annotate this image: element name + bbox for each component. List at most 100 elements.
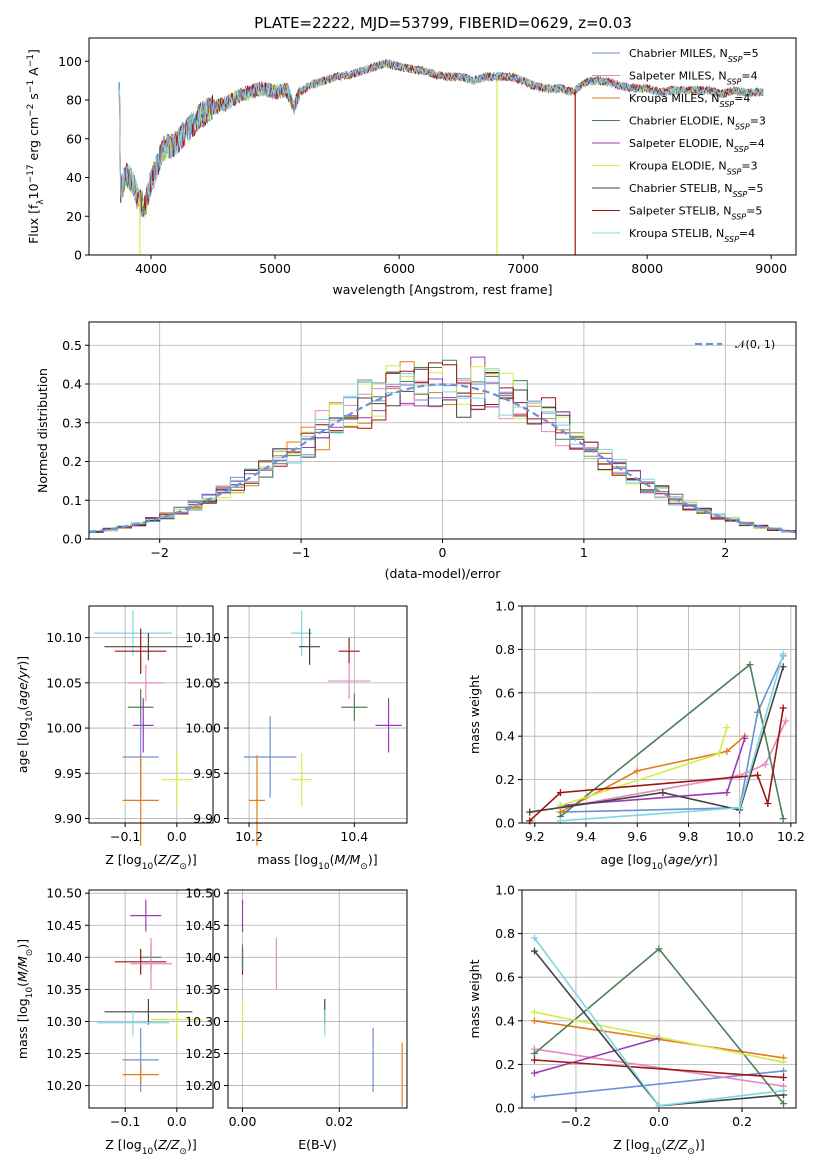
spectrum-ytick-label: 80 <box>66 93 82 108</box>
histogram-chabrier-elodie <box>89 359 796 533</box>
z-age-ytick-label: 9.95 <box>54 766 82 781</box>
histogram-ytick-label: 0.2 <box>62 454 82 469</box>
histogram-xtick-label: −1 <box>292 545 310 560</box>
spectrum-ylabel: Flux [fλ10−17 erg cm−2 s−1 A−1] <box>26 49 46 244</box>
mass-age-errorbar-salpeter-stelib <box>338 637 360 665</box>
spectrum-xtick-label: 5000 <box>259 261 291 276</box>
z-mass-xtick-label: 0.0 <box>167 1114 187 1129</box>
spectrum-line-salpeter-stelib <box>118 59 764 218</box>
ebv-mass-ytick-label: 10.30 <box>185 1014 221 1029</box>
ebv-mass-ytick-label: 10.25 <box>185 1046 221 1061</box>
spectrum-ytick-label: 100 <box>58 54 82 69</box>
histogram-xtick-label: 1 <box>580 545 588 560</box>
age-weight-marker <box>779 704 787 712</box>
age-weight-ytick-label: 0.8 <box>495 642 515 657</box>
spectrum-ytick-label: 0 <box>74 248 82 263</box>
z-weight-marker <box>780 1058 788 1066</box>
spectrum-title: PLATE=2222, MJD=53799, FIBERID=0629, z=0… <box>254 14 632 32</box>
spectrum-lines <box>118 59 764 255</box>
z-age-ylabel: age [log10(age/yr)] <box>15 656 35 773</box>
age-weight-marker <box>715 750 723 758</box>
histogram-xtick-label: 0 <box>439 545 447 560</box>
mass-age-errorbar-kroupa-elodie <box>291 752 313 807</box>
legend-label-kroupa-elodie: Kroupa ELODIE, NSSP=3 <box>629 160 758 177</box>
legend-label-chabrier-elodie: Chabrier ELODIE, NSSP=3 <box>629 115 766 132</box>
age-weight-ytick-label: 0.2 <box>495 772 515 787</box>
age-weight-marker <box>782 717 790 725</box>
age-weight-xtick-label: 10.0 <box>726 829 754 844</box>
z-age-ytick-label: 9.90 <box>54 811 82 826</box>
legend-label-salpeter-elodie: Salpeter ELODIE, NSSP=4 <box>629 137 765 154</box>
legend-label-normal: 𝒩(0, 1) <box>735 338 775 351</box>
z-mass-errorbar-kroupa-elodie <box>151 1000 203 1039</box>
mass-age-errorbar-kroupa-miles <box>249 755 265 846</box>
age-weight-ytick-label: 0.4 <box>495 729 515 744</box>
spectrum-ytick-label: 60 <box>66 131 82 146</box>
age-weight-marker <box>633 767 641 775</box>
age-weight-xtick-label: 9.8 <box>679 829 699 844</box>
z-weight-ytick-label: 1.0 <box>495 883 515 898</box>
age-weight-marker <box>746 661 754 669</box>
age-weight-marker <box>779 650 787 658</box>
age-weight-marker <box>723 747 731 755</box>
ebv-mass-xlabel: E(B-V) <box>298 1137 337 1152</box>
spectrum-legend: Chabrier MILES, NSSP=5 Salpeter MILES, NS… <box>592 47 766 244</box>
age-weight-marker <box>723 789 731 797</box>
spectrum-xlabel: wavelength [Angstrom, rest frame] <box>332 282 552 297</box>
z-mass-ytick-label: 10.40 <box>46 950 82 965</box>
age-weight-xtick-label: 9.4 <box>576 829 596 844</box>
age-weight-ylabel: mass weight <box>467 675 482 754</box>
z-age-ytick-label: 10.00 <box>46 721 82 736</box>
z-age-errorbar-kroupa-elodie <box>161 752 193 807</box>
z-weight-marker <box>530 934 538 942</box>
histogram-ytick-label: 0.0 <box>62 532 82 547</box>
z-weight-ytick-label: 0.2 <box>495 1057 515 1072</box>
age-weight-marker <box>764 799 772 807</box>
age-weight-frame <box>521 605 797 824</box>
ebv-mass-ytick-label: 10.40 <box>185 950 221 965</box>
age-weight-xtick-label: 10.2 <box>777 829 805 844</box>
mass-age-points <box>243 610 402 846</box>
age-weight-line-chabrier-stelib <box>526 663 787 816</box>
legend-label-salpeter-miles: Salpeter MILES, NSSP=4 <box>629 70 758 87</box>
age-weight-line-kroupa-stelib <box>556 650 787 825</box>
ebv-mass-ytick-label: 10.20 <box>185 1078 221 1093</box>
z-weight-series <box>530 934 788 1110</box>
age-weight-marker <box>556 789 564 797</box>
histogram-xlabel: (data-model)/error <box>385 566 502 581</box>
normal-curve <box>88 383 797 534</box>
age-weight-marker <box>779 815 787 823</box>
spectrum-axes: 4000 5000 6000 7000 8000 9000 0 20 40 60 80 100 <box>58 54 787 276</box>
z-weight-xtick-label: 0.0 <box>649 1114 669 1129</box>
z-mass-errorbar-salpeter-stelib <box>114 948 167 975</box>
histogram-ylabel: Normed distribution <box>35 368 50 493</box>
mass-age-errorbar-chabrier-stelib <box>299 628 321 665</box>
z-mass-ytick-label: 10.50 <box>46 886 82 901</box>
ebv-mass-points <box>241 899 403 1107</box>
histogram-xtick-label: −2 <box>150 545 168 560</box>
z-weight-marker <box>530 1050 538 1057</box>
spectrum-xtick-label: 9000 <box>755 261 787 276</box>
ebv-mass-xtick-label: 0.00 <box>229 1114 257 1129</box>
z-weight-frame <box>521 889 797 1109</box>
mass-age-ytick-label: 10.10 <box>185 630 221 645</box>
mass-age-errorbar-chabrier-miles <box>243 716 297 798</box>
age-weight-marker <box>741 734 749 742</box>
z-age-errorbar-salpeter-elodie <box>132 698 154 753</box>
age-weight-line-kroupa-miles <box>556 732 749 816</box>
z-mass-axes: −0.1 0.0 10.20 10.25 10.30 10.35 10.40 10.45 10.… <box>46 886 213 1129</box>
z-mass-xtick-label: −0.1 <box>110 1114 140 1129</box>
z-age-ytick-label: 10.05 <box>46 675 82 690</box>
z-mass-frame <box>88 889 214 1109</box>
z-weight-marker <box>530 947 538 955</box>
z-mass-errorbar-salpeter-miles <box>130 938 172 990</box>
z-mass-errorbar-salpeter-elodie <box>130 899 162 932</box>
z-weight-marker <box>530 1008 538 1016</box>
age-weight-ytick-label: 0.0 <box>495 816 515 831</box>
z-mass-ytick-label: 10.20 <box>46 1078 82 1093</box>
z-mass-errorbar-kroupa-miles <box>122 1065 159 1085</box>
age-weight-xlabel: age [log10(age/yr)] <box>600 852 717 872</box>
z-mass-errorbar-kroupa-stelib <box>96 1009 170 1036</box>
spectrum-ytick-label: 40 <box>66 170 82 185</box>
legend-label-kroupa-stelib: Kroupa STELIB, NSSP=4 <box>629 227 755 244</box>
